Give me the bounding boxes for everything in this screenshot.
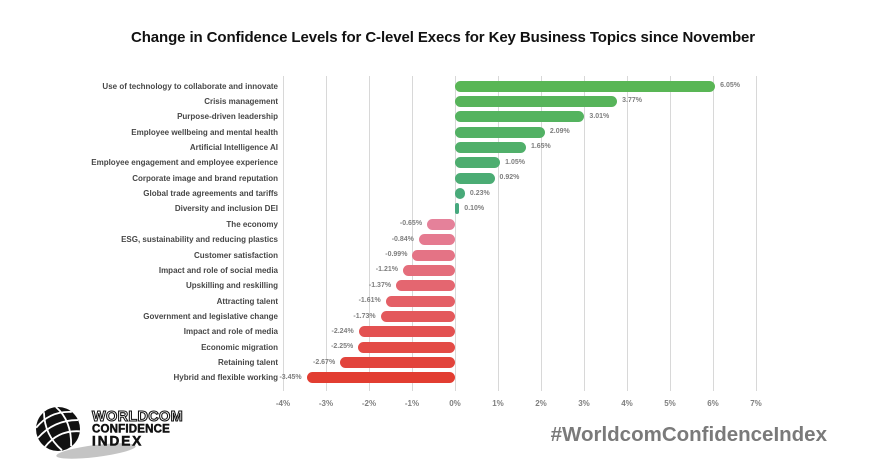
gridline — [326, 76, 327, 391]
gridline — [412, 76, 413, 391]
category-label: Corporate image and brand reputation — [132, 173, 278, 183]
worldcom-logo-graphic: WORLDCOM CONFIDENCE INDEX — [35, 406, 183, 459]
value-label: -0.84% — [391, 235, 414, 243]
value-label: 3.01% — [589, 112, 610, 120]
bar — [380, 311, 455, 323]
bar — [427, 218, 455, 230]
globe-icon — [35, 406, 80, 451]
category-label: Government and legislative change — [143, 312, 278, 322]
value-label: -1.21% — [375, 266, 398, 274]
x-axis-tick-label: 7% — [750, 399, 762, 408]
bar — [412, 249, 455, 261]
bar — [455, 188, 465, 200]
bar — [455, 126, 545, 138]
bar — [396, 280, 455, 292]
value-label: -1.61% — [358, 297, 381, 305]
x-axis-tick-label: 2% — [535, 399, 547, 408]
category-label: Crisis management — [204, 96, 278, 106]
chart-title: Change in Confidence Levels for C-level … — [130, 29, 756, 46]
value-label: 2.09% — [549, 128, 570, 136]
gridline — [756, 76, 757, 391]
value-label: -1.73% — [353, 312, 376, 320]
bar — [455, 157, 501, 169]
bar — [455, 172, 495, 184]
bar — [402, 264, 455, 276]
category-label: Use of technology to collaborate and inn… — [102, 81, 278, 91]
category-label: Impact and role of social media — [158, 265, 278, 275]
worldcom-logo: WORLDCOM CONFIDENCE INDEX — [30, 400, 210, 468]
logo-text-worldcom: WORLDCOM — [92, 409, 183, 425]
logo-text-confidence: CONFIDENCE — [92, 424, 170, 436]
category-label: Customer satisfaction — [193, 250, 278, 260]
category-label: Attracting talent — [216, 296, 278, 306]
x-axis-tick-label: 3% — [578, 399, 590, 408]
value-label: 1.65% — [530, 143, 551, 151]
hashtag-label: #WorldcomConfidenceIndex — [550, 423, 827, 446]
category-label: Artificial Intelligence AI — [189, 142, 278, 152]
value-label: -2.25% — [331, 343, 354, 351]
gridline — [283, 76, 284, 391]
bar — [455, 95, 618, 107]
value-label: -2.67% — [313, 358, 336, 366]
bar — [455, 111, 585, 123]
value-label: 0.23% — [469, 189, 490, 197]
value-label: -3.45% — [279, 373, 302, 381]
category-label: Upskilling and reskilling — [185, 281, 278, 291]
value-label: -2.24% — [331, 327, 354, 335]
bar — [455, 80, 716, 92]
bar — [455, 141, 526, 153]
category-label: The economy — [226, 219, 278, 229]
logo-text-index: INDEX — [92, 434, 143, 449]
x-axis-tick-label: -3% — [318, 399, 334, 408]
value-label: 3.77% — [622, 97, 642, 105]
x-axis-tick-label: 6% — [707, 399, 719, 408]
gridline — [541, 76, 542, 391]
category-label: ESG, sustainability and reducing plastic… — [121, 235, 278, 245]
category-label: Impact and role of media — [183, 327, 278, 337]
x-axis-tick-label: 4% — [621, 399, 633, 408]
bar — [385, 295, 455, 307]
category-label: Economic migration — [201, 342, 278, 352]
gridline — [627, 76, 628, 391]
value-label: -0.65% — [399, 220, 423, 228]
x-axis-tick-label: -2% — [361, 399, 377, 408]
bar — [358, 341, 455, 353]
category-label: Hybrid and flexible working — [173, 373, 278, 383]
value-label: 1.05% — [505, 158, 525, 166]
gridline — [670, 76, 671, 391]
gridline — [455, 76, 456, 391]
x-axis-tick-label: 1% — [492, 399, 504, 408]
x-axis-tick-label: 0% — [449, 399, 461, 408]
x-axis-tick-label: -1% — [404, 399, 420, 408]
category-label: Diversity and inclusion DEI — [174, 204, 278, 214]
value-label: -0.99% — [385, 251, 408, 259]
category-label: Employee wellbeing and mental health — [131, 127, 278, 137]
value-label: 0.10% — [464, 204, 485, 212]
x-axis-tick-label: -4% — [275, 399, 291, 408]
x-axis-tick-label: 5% — [664, 399, 676, 408]
category-label: Global trade agreements and tariffs — [143, 189, 278, 199]
category-label: Retaining talent — [217, 358, 278, 368]
category-label: Purpose-driven leadership — [177, 112, 278, 122]
bar — [306, 372, 455, 384]
value-label: 6.05% — [720, 82, 740, 89]
bar — [340, 357, 455, 369]
bar — [455, 203, 460, 215]
value-label: -1.37% — [368, 281, 392, 289]
gridline — [498, 76, 499, 391]
value-label: 0.92% — [499, 174, 520, 182]
gridline — [584, 76, 585, 391]
globe-shadow — [56, 443, 136, 459]
gridline — [713, 76, 714, 391]
category-label: Employee engagement and employee experie… — [91, 158, 278, 168]
bar — [358, 326, 455, 338]
gridline — [369, 76, 370, 391]
bar — [418, 234, 455, 246]
